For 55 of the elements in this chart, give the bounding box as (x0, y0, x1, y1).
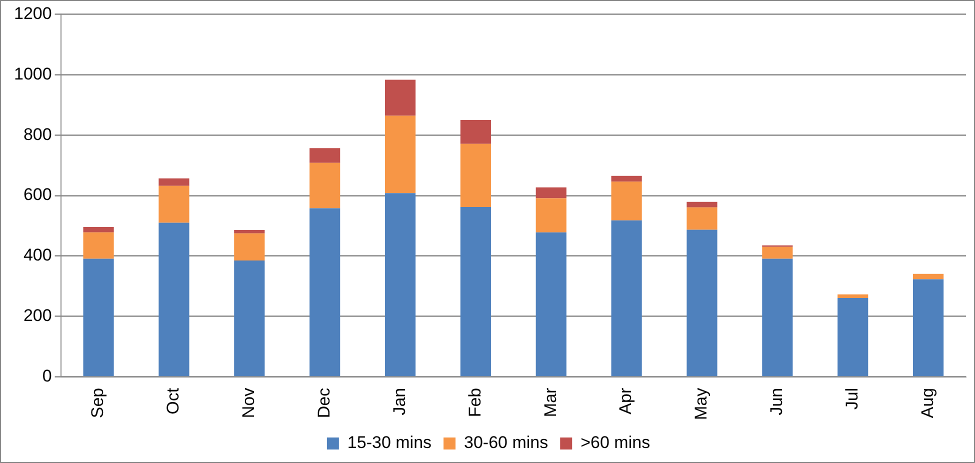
bar (384, 193, 416, 376)
bar (158, 178, 190, 186)
bar (912, 274, 944, 280)
x-tick-label: Mar (540, 388, 560, 418)
bar (762, 258, 793, 376)
bar (536, 232, 566, 376)
y-tick-label: 400 (23, 246, 52, 265)
x-tick-label: Apr (616, 388, 636, 414)
bar (460, 207, 491, 376)
legend-label: 15-30 mins (347, 433, 432, 452)
y-tick-label: 1200 (14, 4, 52, 23)
bar (384, 80, 416, 116)
bar (536, 187, 566, 198)
x-tick-label: Feb (465, 388, 484, 418)
y-tick-label: 800 (23, 124, 52, 144)
bar (310, 148, 340, 163)
x-tick-label: Sep (88, 388, 108, 418)
bar (611, 220, 642, 376)
x-tick-label: Aug (918, 388, 937, 418)
bar (384, 116, 416, 194)
y-tick-label: 1000 (14, 64, 52, 84)
x-tick-label: Jul (842, 388, 862, 410)
bar (912, 279, 944, 376)
x-tick-label: Nov (239, 387, 258, 418)
bar (838, 298, 868, 376)
bar (686, 207, 718, 230)
bar (460, 144, 491, 208)
bar (536, 198, 566, 232)
y-tick-label: 600 (23, 185, 52, 204)
bar (234, 233, 265, 261)
bar (310, 208, 340, 376)
x-tick-label: Oct (164, 388, 183, 414)
bar (686, 230, 718, 376)
legend-label: >60 mins (580, 433, 650, 452)
bar (158, 222, 190, 376)
bar (762, 246, 793, 259)
bar (158, 186, 190, 223)
legend-label: 30-60 mins (464, 433, 548, 452)
y-tick-label: 0 (42, 366, 52, 386)
bar (310, 162, 340, 208)
bar (83, 232, 114, 259)
y-tick-label: 200 (23, 306, 52, 326)
x-tick-label: Dec (314, 387, 334, 418)
bar (234, 260, 265, 376)
bar (83, 226, 114, 232)
bar (83, 258, 114, 376)
x-tick-label: Jun (767, 388, 786, 416)
bar (838, 294, 868, 298)
bar (611, 176, 642, 182)
x-tick-label: May (692, 387, 711, 420)
bar (460, 120, 491, 144)
bar (234, 230, 265, 234)
x-tick-label: Jan (390, 388, 409, 416)
bar (686, 202, 718, 208)
bar (611, 182, 642, 220)
